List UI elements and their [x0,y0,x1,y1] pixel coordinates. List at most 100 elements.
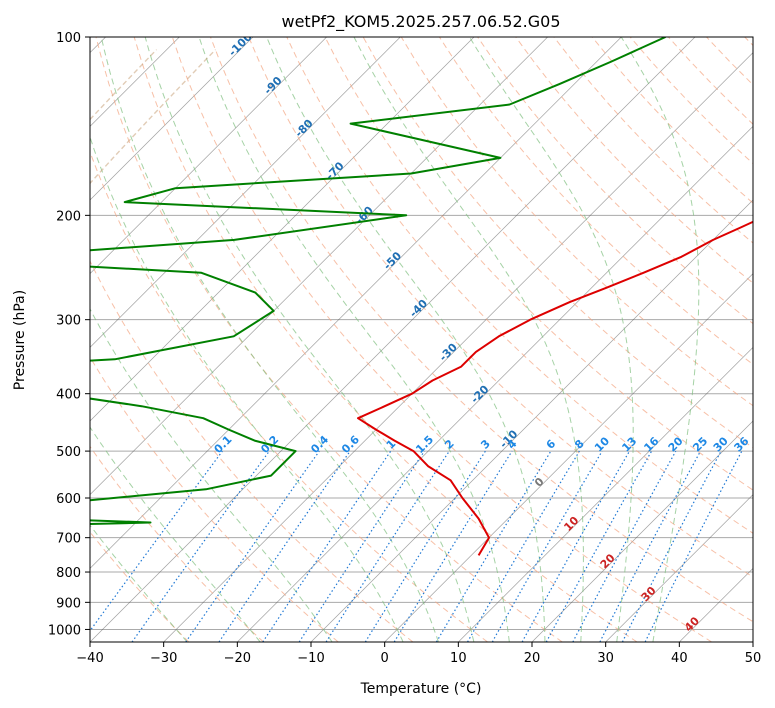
dry-adiabat [171,37,712,642]
temperature-profile-line [357,220,753,556]
mixing-ratio-line [644,450,743,642]
moist-adiabat [100,37,439,642]
isotherm-line [90,37,696,642]
mixing-ratio-label: 3 [478,437,493,452]
dry-adiabat [90,259,414,642]
dry-adiabat [515,37,753,284]
isotherm-label: -100 [226,30,255,59]
dry-adiabat [210,37,753,623]
dry-adiabat [133,37,638,642]
y-tick-label: 1000 [48,623,81,638]
isotherm-line [90,37,475,422]
x-tick-label: 20 [524,651,541,666]
y-tick-label: 900 [56,596,81,611]
moist-adiabat [90,308,333,642]
moist-adiabat [620,37,700,642]
moist-adiabat [144,37,475,642]
isotherm-label: -60 [353,204,376,227]
x-tick-label: 30 [597,651,614,666]
mixing-ratio-line [521,450,631,642]
isotherm-line [752,641,753,642]
dry-adiabat [744,37,753,47]
x-tick-label: −10 [297,651,324,666]
dry-adiabat [591,37,753,204]
mixing-ratio-line [90,450,223,632]
isotherm-line [237,125,753,642]
isotherm-line [90,37,622,569]
moist-adiabat [90,135,404,642]
dry-adiabat [90,356,339,642]
mixing-ratio-line [572,450,677,642]
moist-adiabat [353,37,584,642]
moist-adiabats [90,37,700,642]
moist-adiabat [266,37,546,642]
isotherm-line [605,494,753,642]
isotherm-label: -50 [381,249,404,272]
mixing-ratio-line [262,450,392,642]
y-tick-label: 800 [56,566,81,581]
isotherm-line [310,199,753,642]
x-tick-label: −20 [224,651,251,666]
dry-adiabat [324,37,753,491]
dry-adiabat [706,37,753,86]
isotherm-line [163,52,753,642]
x-tick-label: 0 [381,651,389,666]
mixing-ratio-line [218,450,351,642]
isotherm-line [90,37,401,348]
pressure-grid-lines [90,37,753,630]
y-tick-label: 500 [56,445,81,460]
isotherm-line [679,567,753,642]
x-tick-label: 10 [450,651,467,666]
dry-adiabat [668,37,753,125]
mixing-ratio-line [364,450,486,642]
x-tick-label: −30 [150,651,177,666]
mixing-ratio-label: 6 [544,437,559,452]
dry-adiabat [553,37,753,244]
mixing-ratio-line [393,450,513,642]
moist-adiabat [90,524,188,642]
x-tick-label: 40 [671,651,688,666]
sounding-series [90,37,753,556]
y-axis-title: Pressure (hPa) [12,290,28,390]
isotherm-line [90,37,548,496]
isotherm-label: -90 [261,74,284,97]
mixing-ratio-lines [90,450,743,642]
isotherm-line [384,273,753,642]
isotherm-label: -80 [292,116,315,139]
isotherm-label: -30 [437,341,460,364]
mixing-ratio-line [545,450,653,642]
moist-adiabat [198,37,510,642]
mixing-ratio-line [298,450,425,642]
mixing-ratio-line [599,450,702,642]
skewed-temperature-label: 40 [682,614,702,634]
chart-title: wetPf2_KOM5.2025.257.06.52.G05 [281,12,560,32]
y-tick-label: 700 [56,532,81,547]
dewpoint-profile-line [90,37,666,526]
isotherm-line [90,37,254,201]
y-axis-ticks: 100 200 300 400 500 600 700 800 900 1000 [48,31,90,638]
y-tick-label: 400 [56,388,81,403]
y-tick-label: 300 [56,314,81,329]
dry-adiabat [248,37,753,578]
skewed-temperature-label: 10 [561,514,581,534]
isotherm-line [90,37,327,275]
skewed-temperature-label: 20 [598,551,618,571]
plot-frame [89,36,754,643]
x-axis-title: Temperature (°C) [360,681,482,697]
mixing-ratio-label: 0.6 [339,433,362,456]
isotherm-line [458,346,753,642]
skewed-temperature-label: 30 [639,584,659,604]
dry-adiabats [90,37,753,642]
x-tick-label: −40 [76,651,103,666]
mixing-ratio-line [131,450,270,642]
dry-adiabat [286,37,753,534]
x-tick-label: 50 [745,651,762,666]
moist-adiabat [90,426,261,642]
isotherm-line [531,420,753,642]
plot-area: -100-90-80-70-60-50-40-30-20-100.1 0.2 0.4… [90,30,753,642]
dry-adiabat [90,150,488,642]
isotherm-label: -20 [468,383,491,406]
y-tick-label: 200 [56,209,81,224]
line-labels: -100-90-80-70-60-50-40-30-20-100.1 0.2 0.4… [212,30,752,634]
